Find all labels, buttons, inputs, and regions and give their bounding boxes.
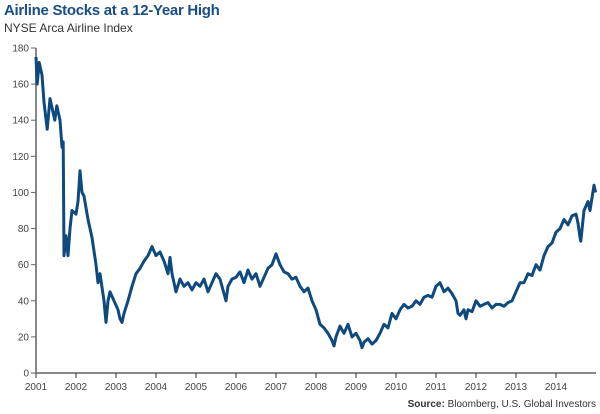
source-note: Source: Bloomberg, U.S. Global Investors	[408, 399, 596, 410]
source-label: Source:	[407, 399, 445, 410]
y-tick-label: 160	[12, 80, 29, 91]
x-tick-label: 2006	[225, 382, 248, 393]
y-tick-label: 100	[12, 188, 29, 199]
x-tick-label: 2005	[185, 382, 208, 393]
x-tick-label: 2010	[385, 382, 408, 393]
chart-title: Airline Stocks at a 12-Year High	[4, 2, 220, 19]
y-tick-label: 0	[23, 369, 29, 380]
y-tick-label: 20	[18, 332, 30, 343]
y-tick-label: 80	[18, 224, 30, 235]
x-tick-label: 2001	[25, 382, 48, 393]
source-text: Bloomberg, U.S. Global Investors	[447, 399, 596, 410]
y-tick-label: 180	[12, 44, 29, 55]
x-tick-label: 2004	[145, 382, 168, 393]
x-tick-label: 2014	[545, 382, 568, 393]
x-tick-label: 2002	[65, 382, 88, 393]
index-line	[34, 56, 598, 350]
x-tick-label: 2011	[425, 382, 447, 393]
y-tick-label: 40	[18, 296, 30, 307]
y-tick-label: 140	[12, 116, 29, 127]
x-tick-label: 2008	[305, 382, 328, 393]
y-tick-label: 120	[12, 152, 29, 163]
x-tick-label: 2007	[265, 382, 288, 393]
x-tick-label: 2012	[465, 382, 488, 393]
chart-subtitle: NYSE Arca Airline Index	[4, 21, 133, 35]
x-tick-label: 2003	[105, 382, 128, 393]
y-tick-label: 60	[18, 260, 30, 271]
x-tick-label: 2009	[345, 382, 368, 393]
x-tick-label: 2013	[505, 382, 528, 393]
